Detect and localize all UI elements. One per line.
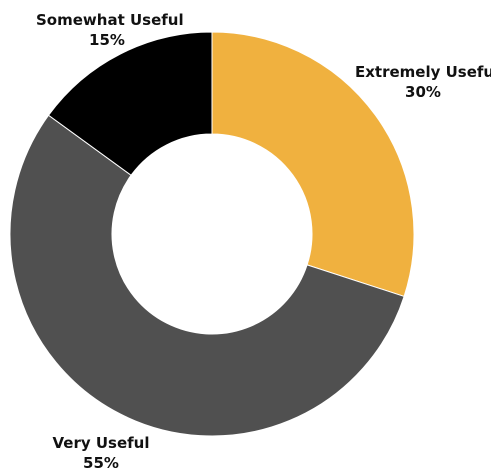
slice-label-very-useful: Very Useful 55% — [42, 433, 160, 473]
donut-slice-extremely-useful — [211, 31, 415, 298]
slice-label-somewhat-useful: Somewhat Useful 15% — [36, 10, 184, 50]
donut-slice-somewhat-useful — [47, 31, 213, 176]
slice-label-extremely-useful: Extremely Useful 30% — [355, 62, 491, 102]
donut-slice-very-useful — [9, 114, 405, 437]
slice-name-very-useful: Very Useful — [52, 434, 150, 452]
slice-value-extremely-useful: 30% — [405, 83, 441, 101]
slice-value-somewhat-useful: 15% — [89, 31, 125, 49]
slice-name-somewhat-useful: Somewhat Useful — [36, 11, 184, 29]
slice-value-very-useful: 55% — [83, 454, 119, 472]
slice-name-extremely-useful: Extremely Useful — [355, 63, 491, 81]
